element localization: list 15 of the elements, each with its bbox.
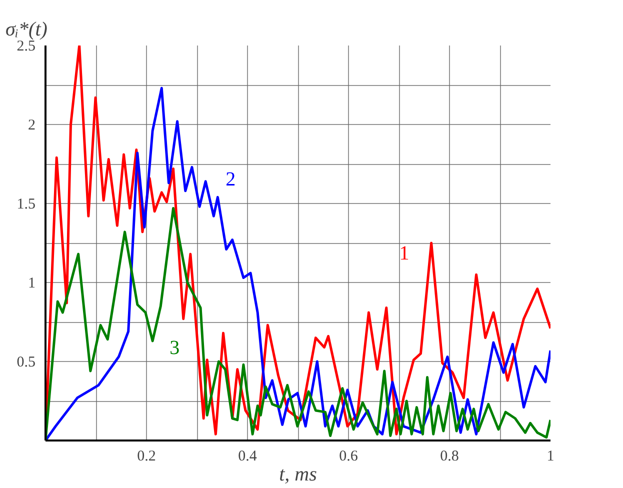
annotation: 3 xyxy=(170,337,180,360)
y-tick-label: 1.5 xyxy=(16,196,36,212)
y-tick-label: 2 xyxy=(28,118,36,134)
annotation: 1 xyxy=(399,242,410,265)
x-tick-label: 0.2 xyxy=(137,448,156,464)
annotation: 2 xyxy=(226,168,236,191)
y-tick-label: 1 xyxy=(28,276,36,292)
y-axis-title: σᵢ*(t) xyxy=(6,18,48,40)
y-tick-label: 0.5 xyxy=(16,354,36,370)
x-tick-label: 0.6 xyxy=(339,448,358,464)
x-tick-label: 0.4 xyxy=(238,448,258,464)
x-tick-label: 0.8 xyxy=(440,448,459,464)
y-tick-label: 2.5 xyxy=(16,38,36,54)
x-axis-title: t, ms xyxy=(279,464,318,486)
x-tick-label: 1 xyxy=(546,448,554,464)
